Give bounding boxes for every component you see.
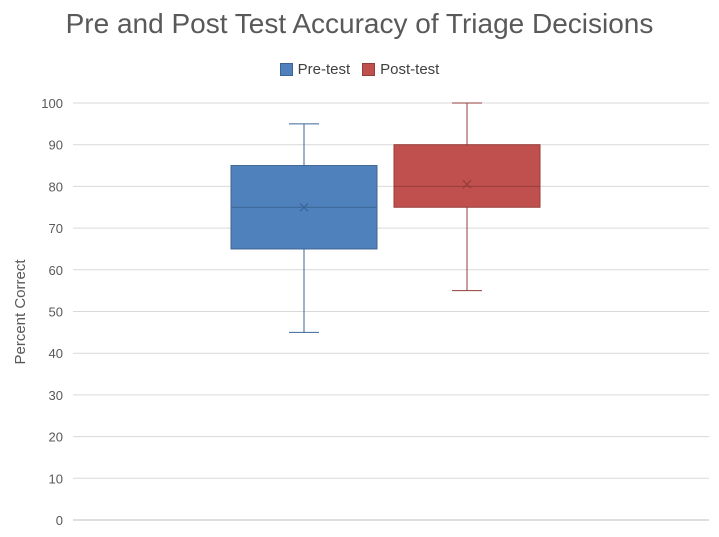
y-tick-label: 60 bbox=[49, 263, 63, 278]
legend-item-post-test: Post-test bbox=[362, 61, 439, 78]
chart-title: Pre and Post Test Accuracy of Triage Dec… bbox=[65, 8, 654, 39]
y-tick-label: 70 bbox=[49, 221, 63, 236]
legend: Pre-test Post-test bbox=[0, 61, 719, 78]
legend-label-pre-test: Pre-test bbox=[297, 61, 351, 78]
y-tick-label: 50 bbox=[49, 305, 63, 320]
post-test-box bbox=[393, 144, 541, 208]
y-tick-label: 20 bbox=[49, 430, 63, 445]
legend-item-pre-test: Pre-test bbox=[279, 61, 351, 78]
pre-test-mean-marker bbox=[299, 202, 309, 212]
legend-swatch-post-test bbox=[362, 63, 376, 76]
y-tick-label: 80 bbox=[49, 179, 63, 194]
y-tick-label: 100 bbox=[41, 96, 63, 111]
y-tick-label: 30 bbox=[49, 388, 63, 403]
y-tick-label: 90 bbox=[49, 138, 63, 153]
y-tick-label: 10 bbox=[49, 471, 63, 486]
y-tick-label: 0 bbox=[56, 513, 63, 528]
post-test-mean-marker bbox=[462, 179, 472, 189]
legend-swatch-pre-test bbox=[279, 63, 293, 76]
y-tick-label: 40 bbox=[49, 346, 63, 361]
legend-label-post-test: Post-test bbox=[380, 61, 440, 78]
